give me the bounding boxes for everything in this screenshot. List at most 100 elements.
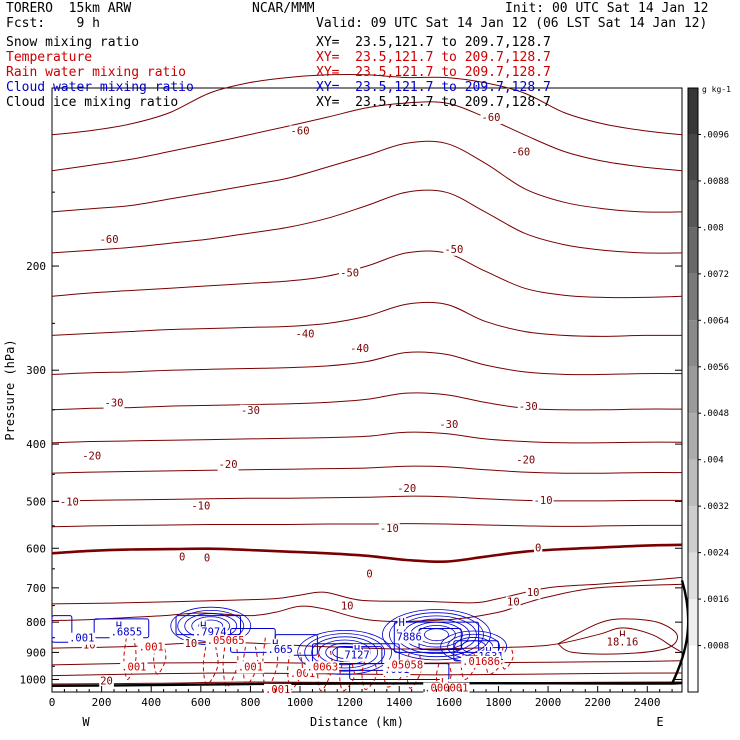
field-temperature-xy: XY= 23.5,121.7 to 209.7,128.7 xyxy=(316,50,551,65)
contour-label-48: .05065 xyxy=(207,635,245,647)
temperature-contour-2 xyxy=(51,140,683,213)
contour-label-2: -60 xyxy=(511,146,530,158)
contour-label-16: -10 xyxy=(60,496,79,508)
colorbar-segment-10 xyxy=(688,180,698,228)
temperature-contour-7 xyxy=(51,392,683,411)
contour-label-7: -40 xyxy=(350,343,369,355)
contour-label-9: -30 xyxy=(241,405,260,417)
contour-label-32: H xyxy=(116,620,122,632)
forecast-hour: Fcst: 9 h xyxy=(6,16,100,31)
rain-contour-6 xyxy=(287,652,303,691)
contour-label-14: -20 xyxy=(397,483,416,495)
contour-label-31: 18.16 xyxy=(607,636,639,648)
rain-contour-1 xyxy=(153,643,167,675)
x-tick-label-3: 600 xyxy=(191,696,211,709)
contour-label-22: 0 xyxy=(366,569,372,581)
temperature-contour-0 xyxy=(51,74,683,136)
contour-label-44: .001 xyxy=(69,633,94,645)
contour-label-33: .6855 xyxy=(111,627,143,639)
field-snow: Snow mixing ratio xyxy=(6,35,140,50)
field-rain-xy: XY= 23.5,121.7 to 209.7,128.7 xyxy=(316,65,551,80)
field-cloud-ice: Cloud ice mixing ratio xyxy=(6,95,179,110)
contour-label-bg-12 xyxy=(81,450,103,463)
temperature-contour-3 xyxy=(51,189,683,254)
axes: 0 200 400 600 800 1000 1200 1400 1600 1800 2000 220… xyxy=(3,191,682,729)
field-temperature: Temperature xyxy=(6,50,93,65)
contour-label-bg-39 xyxy=(343,649,371,662)
contour-label-bg-0 xyxy=(289,125,311,138)
warm-closed-contour xyxy=(557,618,678,655)
x-tick-label-1: 200 xyxy=(92,696,112,709)
contour-label-30: H xyxy=(619,630,625,642)
contour-label-24: 10 xyxy=(341,601,354,613)
contour-label-40: H xyxy=(399,617,405,629)
contour-label-bg-32 xyxy=(114,620,124,633)
colorbar-segment-11 xyxy=(688,134,698,181)
colorbar: .0008 .0016 .0024 .0032 .004 .0048 .0056 .0064.… xyxy=(687,85,731,693)
lower-temperature-contour-0 xyxy=(51,576,683,605)
x-tick-label-4: 800 xyxy=(240,696,260,709)
colorbar-segment-2 xyxy=(688,552,698,600)
temperature-contour-6 xyxy=(51,351,683,376)
contour-label-bg-40 xyxy=(397,617,406,630)
contour-label-bg-51 xyxy=(137,641,165,654)
terrain-rise xyxy=(670,580,690,685)
colorbar-tick-label-3: .0032 xyxy=(702,502,729,512)
contour-label-bg-33 xyxy=(109,626,144,639)
contour-label-bg-44 xyxy=(68,632,96,645)
x-axis-title: Distance (km) xyxy=(310,715,404,729)
colorbar-unit: g kg-1 xyxy=(702,85,731,94)
y-tick-label-2: 400 xyxy=(26,438,46,451)
model-title: TORERO 15km ARW xyxy=(6,1,132,16)
x-tick-label-0: 0 xyxy=(49,696,56,709)
colorbar-tick-label-5: .0048 xyxy=(702,409,729,419)
colorbar-tick-label-4: .004 xyxy=(702,456,724,466)
contour-label-13: -20 xyxy=(219,459,238,471)
contour-label-21: 0 xyxy=(204,553,210,565)
colorbar-segment-4 xyxy=(688,459,698,507)
contour-label-52: .001 xyxy=(121,661,146,673)
field-rain: Rain water mixing ratio xyxy=(6,65,187,80)
contour-label-bg-3 xyxy=(98,233,120,246)
colorbar-tick-label-1: .0016 xyxy=(702,595,729,605)
contour-label-28: 10 xyxy=(185,638,198,650)
contour-label-10: -30 xyxy=(439,419,458,431)
contour-label-34: H xyxy=(200,620,206,632)
contour-label-bg-13 xyxy=(217,458,239,471)
contour-label-bg-30 xyxy=(618,629,627,642)
contour-label-bg-55 xyxy=(264,683,292,696)
y-tick-label-3: 500 xyxy=(26,495,46,508)
contour-label-56: .0063 xyxy=(307,661,339,673)
temperature-contours xyxy=(51,74,683,685)
contour-label-29: 20 xyxy=(100,676,113,688)
contour-label-bg-16 xyxy=(58,496,80,509)
y-tick-label-8: 1000 xyxy=(20,673,47,686)
lower-temperature-contour-4 xyxy=(51,672,683,677)
contour-label-bg-11 xyxy=(517,401,539,414)
colorbar-tick-label-8: .0072 xyxy=(702,270,729,280)
colorbar-tick-label-7: .0064 xyxy=(702,316,729,326)
contour-label-bg-22 xyxy=(365,568,374,581)
temperature-contour-8 xyxy=(51,431,683,444)
x-tick-label-10: 2000 xyxy=(535,696,562,709)
lower-temperature-contour-2 xyxy=(51,627,683,653)
field-snow-xy: XY= 23.5,121.7 to 209.7,128.7 xyxy=(316,35,551,50)
contour-label-bg-37 xyxy=(266,643,294,656)
colorbar-segment-3 xyxy=(688,506,698,553)
contour-label-bg-15 xyxy=(515,454,537,467)
contour-label-bg-49 xyxy=(384,659,425,672)
colorbar-segment-8 xyxy=(688,273,698,321)
cloud-core-ring-1-0 xyxy=(424,628,449,642)
contour-label-bg-5 xyxy=(339,267,361,280)
y-tick-label-4: 600 xyxy=(26,542,46,555)
plot-border xyxy=(51,87,683,693)
contour-label-bg-10 xyxy=(438,419,460,432)
contour-label-bg-19 xyxy=(532,494,554,507)
contour-label-6: -40 xyxy=(296,328,315,340)
init-time: Init: 00 UTC Sat 14 Jan 12 xyxy=(505,1,709,16)
temperature-contour-1 xyxy=(51,101,683,172)
x-tick-label-11: 2200 xyxy=(584,696,611,709)
contour-label-bg-53 xyxy=(236,661,265,674)
x-tick-label-12: 2400 xyxy=(634,696,661,709)
